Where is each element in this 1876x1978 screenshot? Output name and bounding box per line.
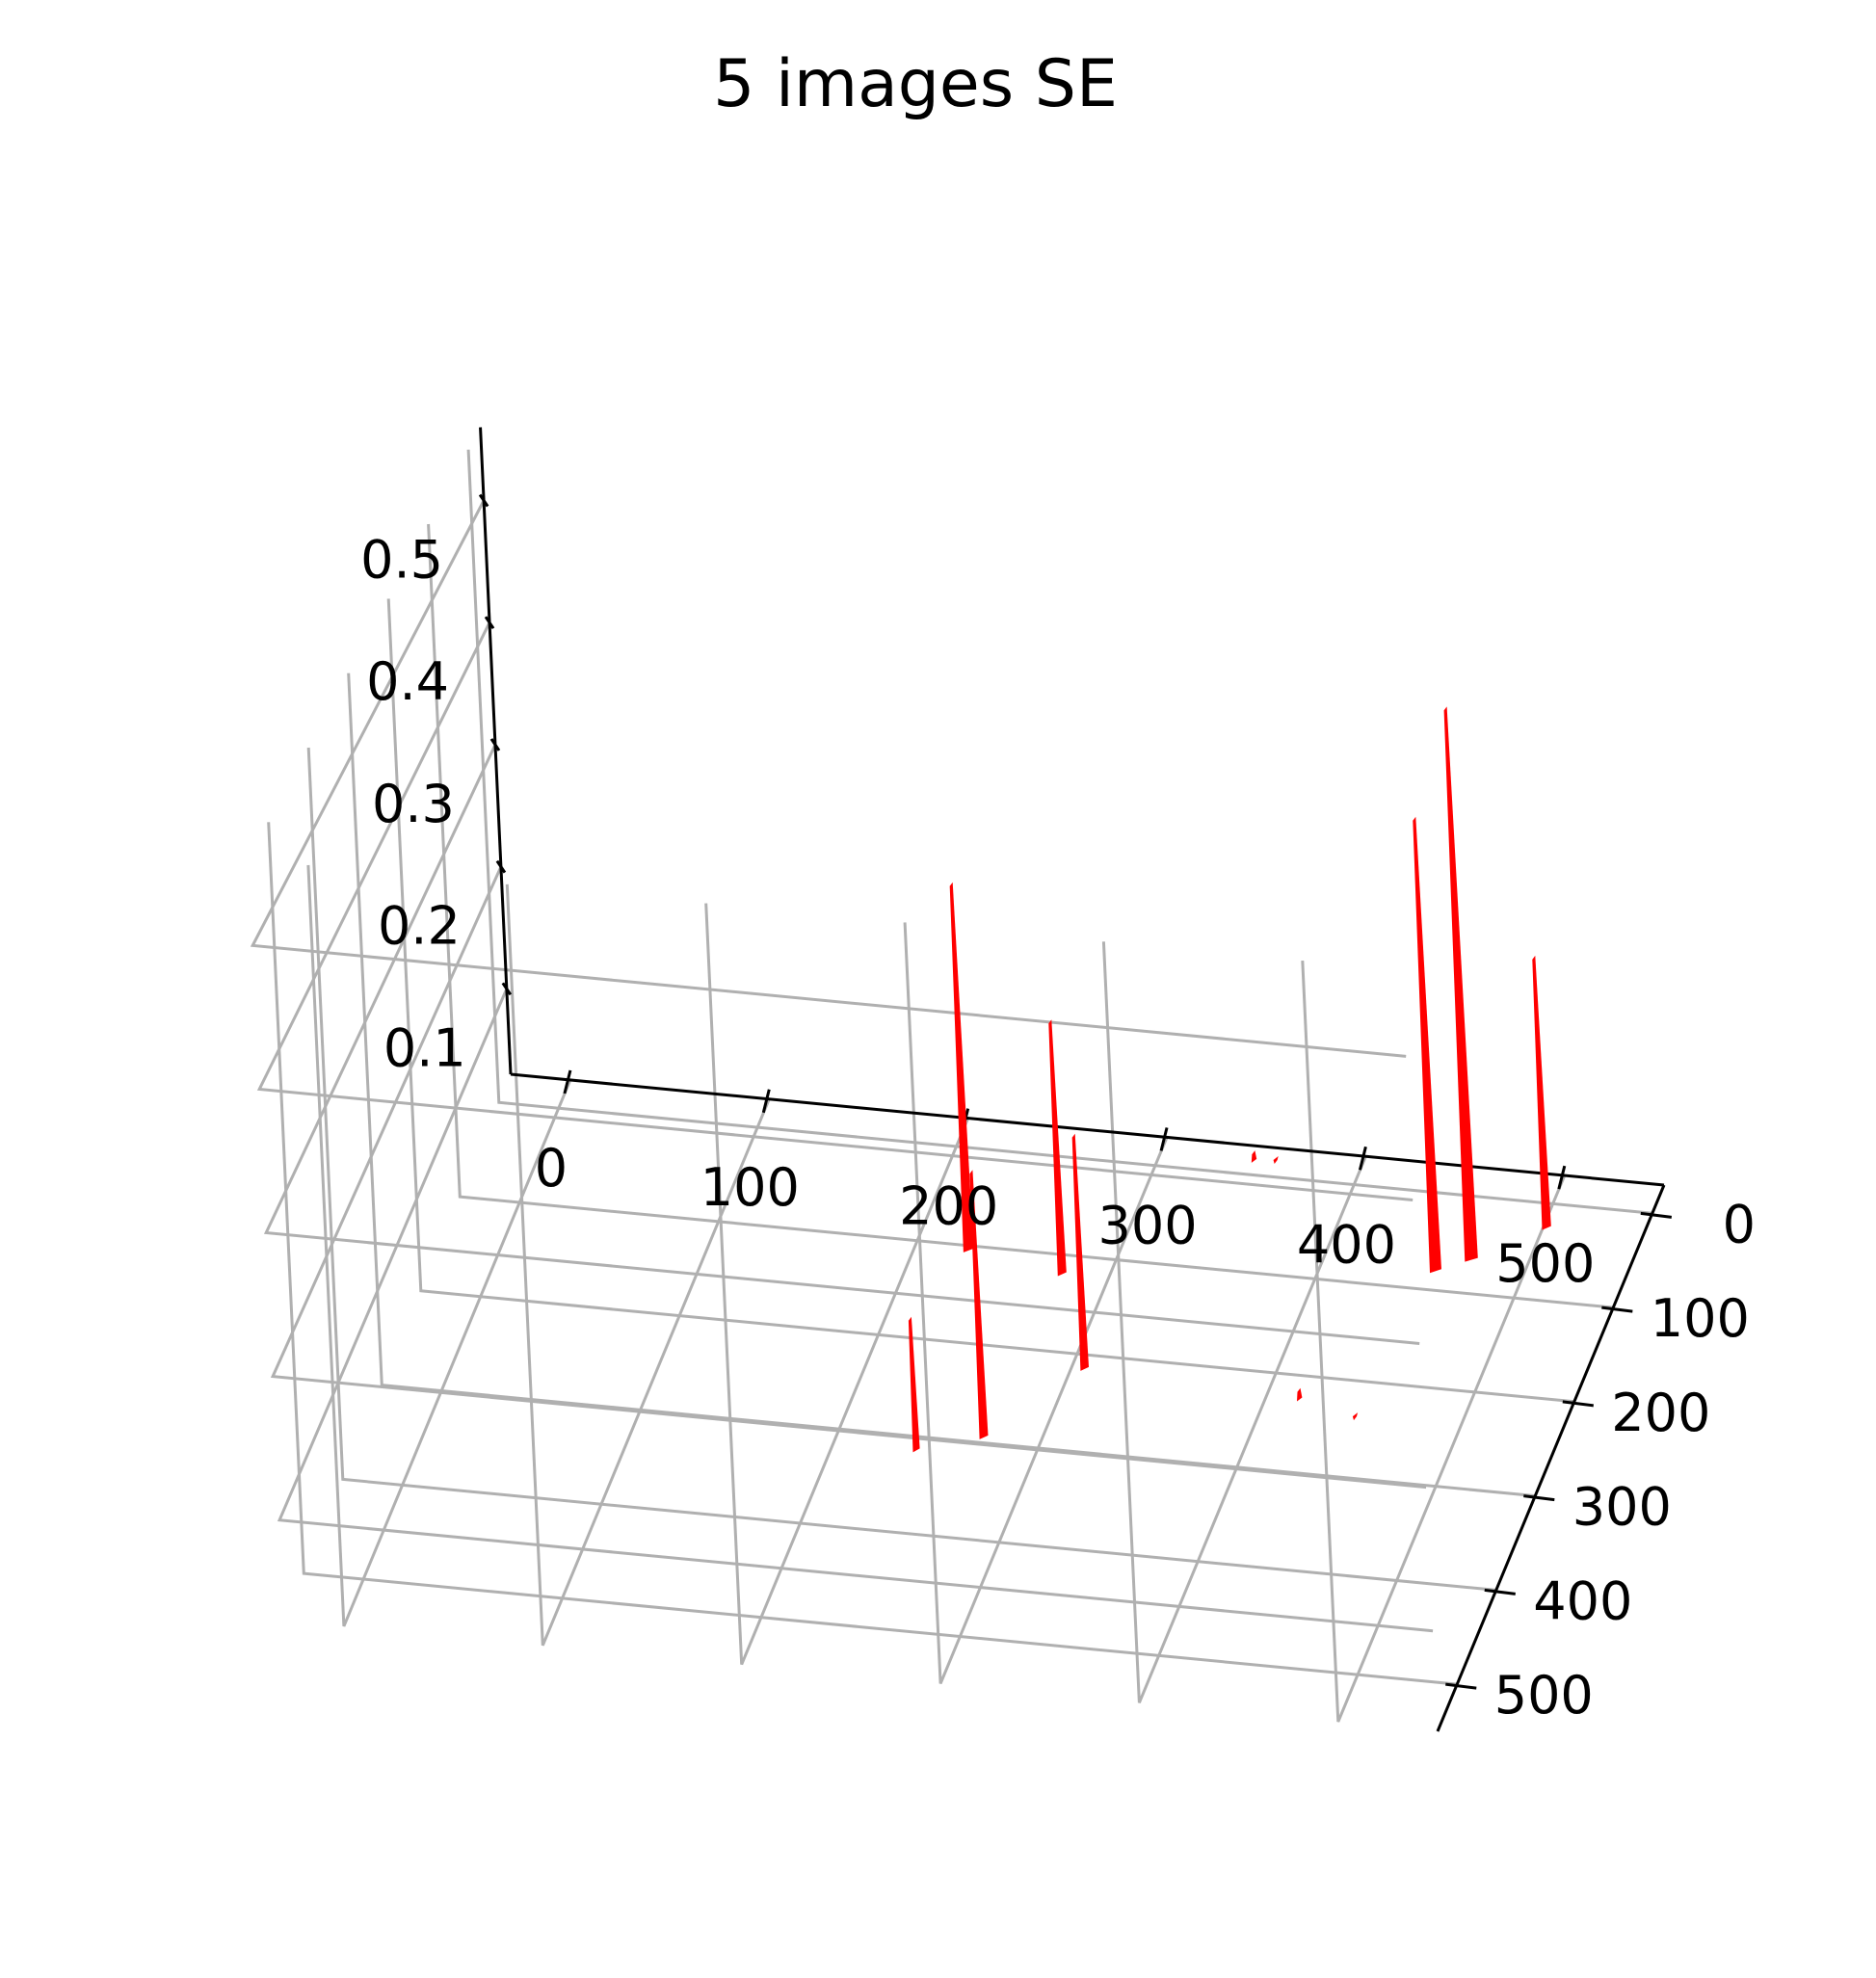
surface-peaks [908, 706, 1551, 1453]
x-tick [563, 1069, 572, 1094]
grid-line-z [263, 744, 1420, 1345]
tick-labels: 0 100 200 300 400 500 0 100 200 300 400 500 0.1 0.2 0.… [360, 530, 1756, 1727]
grid-line-z [277, 988, 1434, 1633]
grid-line-y [386, 598, 1574, 1404]
y-tick [1562, 1400, 1594, 1408]
surface-peak [1297, 1387, 1303, 1402]
x-tick-label: 200 [899, 1176, 998, 1237]
x-tick-label: 100 [700, 1157, 800, 1218]
grid-line-x [903, 922, 1169, 1684]
y-tick-label: 200 [1611, 1383, 1710, 1443]
z-tick-label: 0.3 [372, 774, 455, 834]
x-tick-label: 400 [1297, 1214, 1396, 1275]
z-tick [495, 859, 507, 874]
grid-line-y [306, 747, 1496, 1592]
z-tick-label: 0.4 [366, 651, 449, 712]
x-tick [1358, 1146, 1367, 1171]
z-tick-label: 0.2 [378, 896, 461, 957]
chart-title: 5 images SE [713, 46, 1118, 122]
grid-line-y [427, 523, 1614, 1309]
z-tick-label: 0.5 [360, 530, 443, 591]
grid-line-y [466, 449, 1652, 1215]
z-tick [501, 982, 513, 996]
y-tick [1445, 1682, 1477, 1690]
y-axis-line [1436, 1184, 1666, 1732]
y-tick [1640, 1211, 1673, 1219]
y-tick [1523, 1494, 1555, 1502]
surface-peak [1071, 1133, 1089, 1371]
z-tick-label: 0.1 [383, 1017, 466, 1078]
grid-line-y [267, 822, 1458, 1686]
surface-peak [949, 882, 974, 1253]
y-tick-label: 400 [1533, 1570, 1632, 1631]
surface-peak [1251, 1150, 1257, 1163]
grid-line-x [704, 903, 970, 1666]
surface-peak [1413, 816, 1441, 1274]
surface-peak [908, 1316, 920, 1453]
surface-peak [1048, 1019, 1067, 1277]
grid-line-x [306, 864, 572, 1627]
y-tick-label: 500 [1494, 1665, 1594, 1726]
z-tick [484, 616, 495, 630]
surface-peak [1273, 1156, 1279, 1164]
y-tick-label: 300 [1572, 1477, 1672, 1538]
axes [478, 427, 1673, 1732]
grid-line-x [1301, 961, 1567, 1723]
surface-peak [1532, 955, 1551, 1230]
x-tick [1159, 1127, 1169, 1151]
grid-line-y [347, 673, 1536, 1498]
x-tick [761, 1089, 771, 1114]
x-tick [1557, 1165, 1567, 1190]
surface-peak [1352, 1412, 1359, 1421]
grid-lines [250, 449, 1652, 1723]
x-tick-label: 300 [1098, 1195, 1198, 1255]
grid-line-x [1101, 941, 1367, 1703]
y-tick [1601, 1305, 1633, 1313]
y-tick-label: 100 [1651, 1288, 1750, 1349]
grid-line-z [250, 499, 1407, 1058]
x-tick-label: 500 [1495, 1233, 1595, 1294]
x-tick-label: 0 [535, 1138, 568, 1199]
surface-peak [1443, 706, 1478, 1262]
grid-line-z [256, 621, 1414, 1201]
z-axis-line [479, 427, 513, 1075]
grid-line-z [270, 865, 1427, 1490]
grid-line-x [505, 884, 771, 1647]
z-tick [478, 493, 489, 508]
z-tick [489, 738, 501, 752]
surface-peak [969, 1170, 989, 1439]
y-tick-label: 0 [1723, 1194, 1756, 1254]
y-tick [1484, 1588, 1516, 1596]
